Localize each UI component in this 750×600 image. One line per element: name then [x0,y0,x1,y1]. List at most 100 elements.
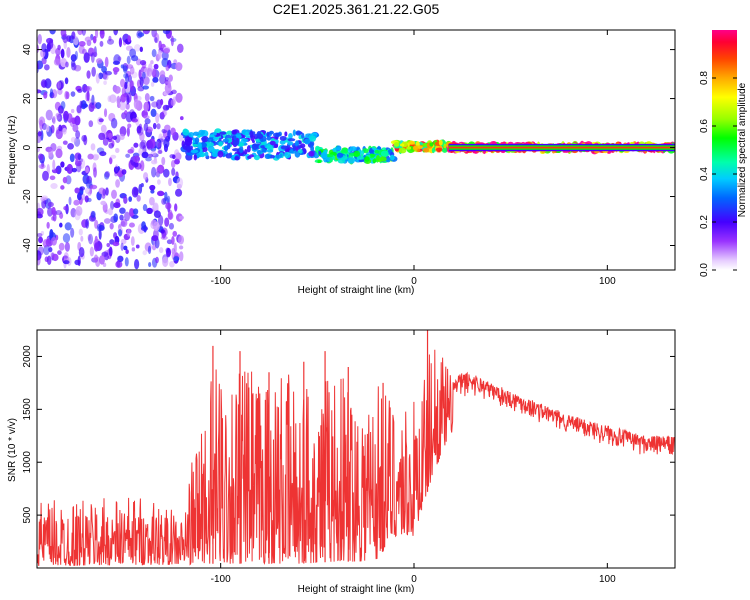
spectrogram-cell [158,247,164,254]
spectrogram-cell [128,222,135,228]
spectrogram-cell [111,189,117,200]
spectrogram-cell [103,108,108,118]
spectrogram-cell [288,133,293,140]
spectrogram-cell [119,126,127,137]
spectrogram-cell [272,132,281,138]
spectrogram-cell [114,166,120,174]
spectrogram-cell [139,46,143,53]
spectrogram-cell [182,129,190,136]
spectrogram-cell [273,143,279,149]
spectrogram-cell [118,229,123,237]
spectrogram-cell [52,115,56,125]
spectrogram-cell [150,189,155,194]
spectrogram-cell [46,124,50,133]
spectrogram-cell [435,147,443,152]
spectrogram-cells [37,30,675,270]
spectrogram-cell [47,207,53,217]
spectrogram-cell [310,145,315,153]
spectrogram-cell [165,247,170,253]
spectrogram-cell [94,235,98,244]
spectrogram-cell [326,154,334,158]
spectrogram-cell [201,135,209,143]
spectrogram-cell [78,44,85,54]
spectrogram-cell [168,74,173,82]
spectrogram-cell [64,241,70,252]
spectrogram-cell [147,153,153,158]
spectrogram-cell [152,202,159,211]
spectrogram-cell [142,30,151,35]
spectrogram-cell [308,150,315,157]
spectrogram-cell [168,222,175,230]
spectrogram-cell [144,93,150,102]
spectrogram-cell [136,125,142,134]
spectrogram-cell [82,86,90,92]
spectrogram-ticks: -100 0 100 -40 -20 0 20 40 [22,30,675,287]
spectrogram-cell [129,109,135,117]
spectrogram-cell [222,138,230,143]
spectrogram-cell [37,89,42,94]
spectrogram-cell [137,32,145,38]
spectrogram-cell [129,66,135,75]
spectrogram-cell [37,34,42,45]
colorbar: 0.0 0.2 0.4 0.6 0.8 Normalized spectral ampl… [699,30,748,277]
spectrogram-cell [173,256,180,262]
spectrogram-cell [112,67,120,73]
snr-ytick-label: 2000 [22,345,33,368]
spectrogram-cell [379,156,387,162]
spectrogram-cell [295,130,302,136]
colorbar-tick-label: 0.2 [699,215,710,229]
spectrogram-cell [360,150,365,156]
spectrogram-cell [251,143,259,150]
spectrogram-cell [126,228,131,237]
spectrogram-cell [170,159,176,169]
spectrogram-cell [217,150,224,158]
spectrogram-cell [99,151,107,157]
spectrogram-cell [46,37,54,44]
spectrogram-cell [164,110,168,116]
spectrogram-cell [44,64,50,71]
spectrogram-cell [108,246,113,257]
spectrogram-cell [65,91,70,100]
spectrogram-cell [192,143,198,148]
spectrogram-cell [316,146,323,150]
spectrogram-cell [55,148,63,159]
spectrogram-cell [80,235,84,242]
spectrogram-cell [81,103,88,108]
spectrogram-cell [59,213,63,219]
spectrogram-cell [98,132,106,141]
spectrogram-cell [41,122,47,131]
spectrogram-cell [178,215,185,220]
spectrogram-cell [129,207,135,217]
spectrogram-cell [42,170,49,181]
spectrogram-cell [103,74,109,81]
snr-frame [36,329,676,569]
spectrogram-cell [120,93,127,103]
spectrogram-cell [170,127,176,136]
spectrogram-cell [269,140,276,146]
spectrogram-cell [266,136,272,141]
spectrogram-cell [164,217,170,227]
spectrogram-cell [133,44,141,52]
spectrogram-cell [135,244,140,249]
spectrogram-cell [77,30,83,36]
spectrogram-cell [127,123,132,129]
spectrogram-cell [219,131,227,135]
spectrogram-xtick-label: -100 [211,276,231,287]
spectrogram-region-0 [37,30,185,270]
spectrogram-cell [43,91,48,99]
spectrogram-cell [143,224,147,233]
spectrogram-cell [438,139,443,146]
spectrogram-cell [131,247,136,252]
spectrogram-region-1 [180,128,320,161]
spectrogram-cell [151,49,157,58]
spectrogram-cell [70,91,76,97]
spectrogram-cell [120,242,124,251]
spectrogram-cell [257,149,262,155]
spectrogram-cell [151,166,157,178]
spectrogram-cell [155,166,163,174]
spectrogram-cell [49,88,54,97]
spectrogram-cell [78,247,85,258]
spectrogram-cell [207,137,214,143]
spectrogram-cell [62,176,68,184]
spectrogram-cell [126,55,131,65]
